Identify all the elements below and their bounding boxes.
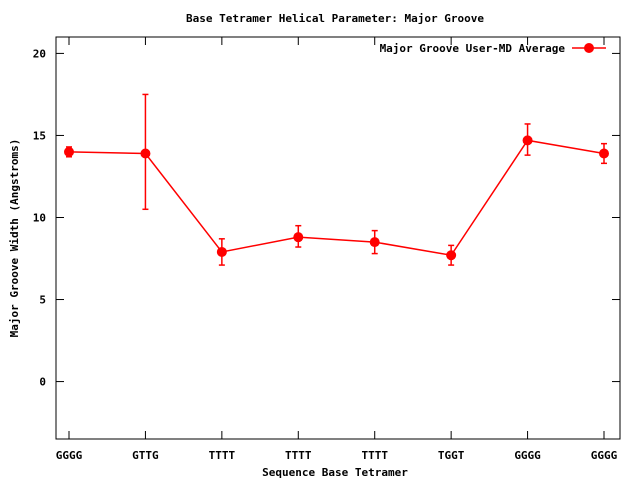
data-point [64, 146, 74, 157]
data-point [446, 250, 457, 261]
y-axis: 0 5 10 15 20 [33, 47, 620, 389]
y-tick-label: 5 [39, 294, 46, 307]
series-group [64, 93, 609, 266]
x-tick-label: TGGT [438, 449, 465, 462]
data-point [293, 232, 304, 243]
data-point [599, 148, 609, 159]
y-tick-label: 0 [39, 376, 46, 389]
y-tick-label: 20 [33, 47, 46, 60]
x-tick-label: GGGG [514, 449, 541, 462]
x-tick-label: TTTT [209, 449, 236, 462]
x-axis-label: Sequence Base Tetramer [262, 466, 408, 479]
y-tick-label: 10 [33, 211, 46, 224]
legend-label: Major Groove User-MD Average [380, 42, 566, 55]
legend: Major Groove User-MD Average [380, 42, 606, 55]
x-axis: GGGG GTTG TTTT TTTT TTTT TGGT GGGG GGGG [56, 37, 618, 462]
plot-area-border [55, 36, 621, 440]
x-tick-label: TTTT [285, 449, 312, 462]
x-tick-label: GGGG [56, 449, 83, 462]
x-tick-label: GTTG [132, 449, 159, 462]
y-axis-label: Major Groove Width (Angstroms) [8, 139, 21, 338]
legend-marker [584, 43, 594, 53]
y-tick-label: 15 [33, 129, 46, 142]
series-line [68, 139, 605, 257]
chart-title: Base Tetramer Helical Parameter: Major G… [186, 12, 484, 25]
x-tick-label: GGGG [591, 449, 618, 462]
data-point [140, 148, 151, 159]
data-point [522, 135, 533, 146]
data-point [369, 237, 380, 248]
data-point [216, 246, 227, 257]
x-tick-label: TTTT [361, 449, 388, 462]
